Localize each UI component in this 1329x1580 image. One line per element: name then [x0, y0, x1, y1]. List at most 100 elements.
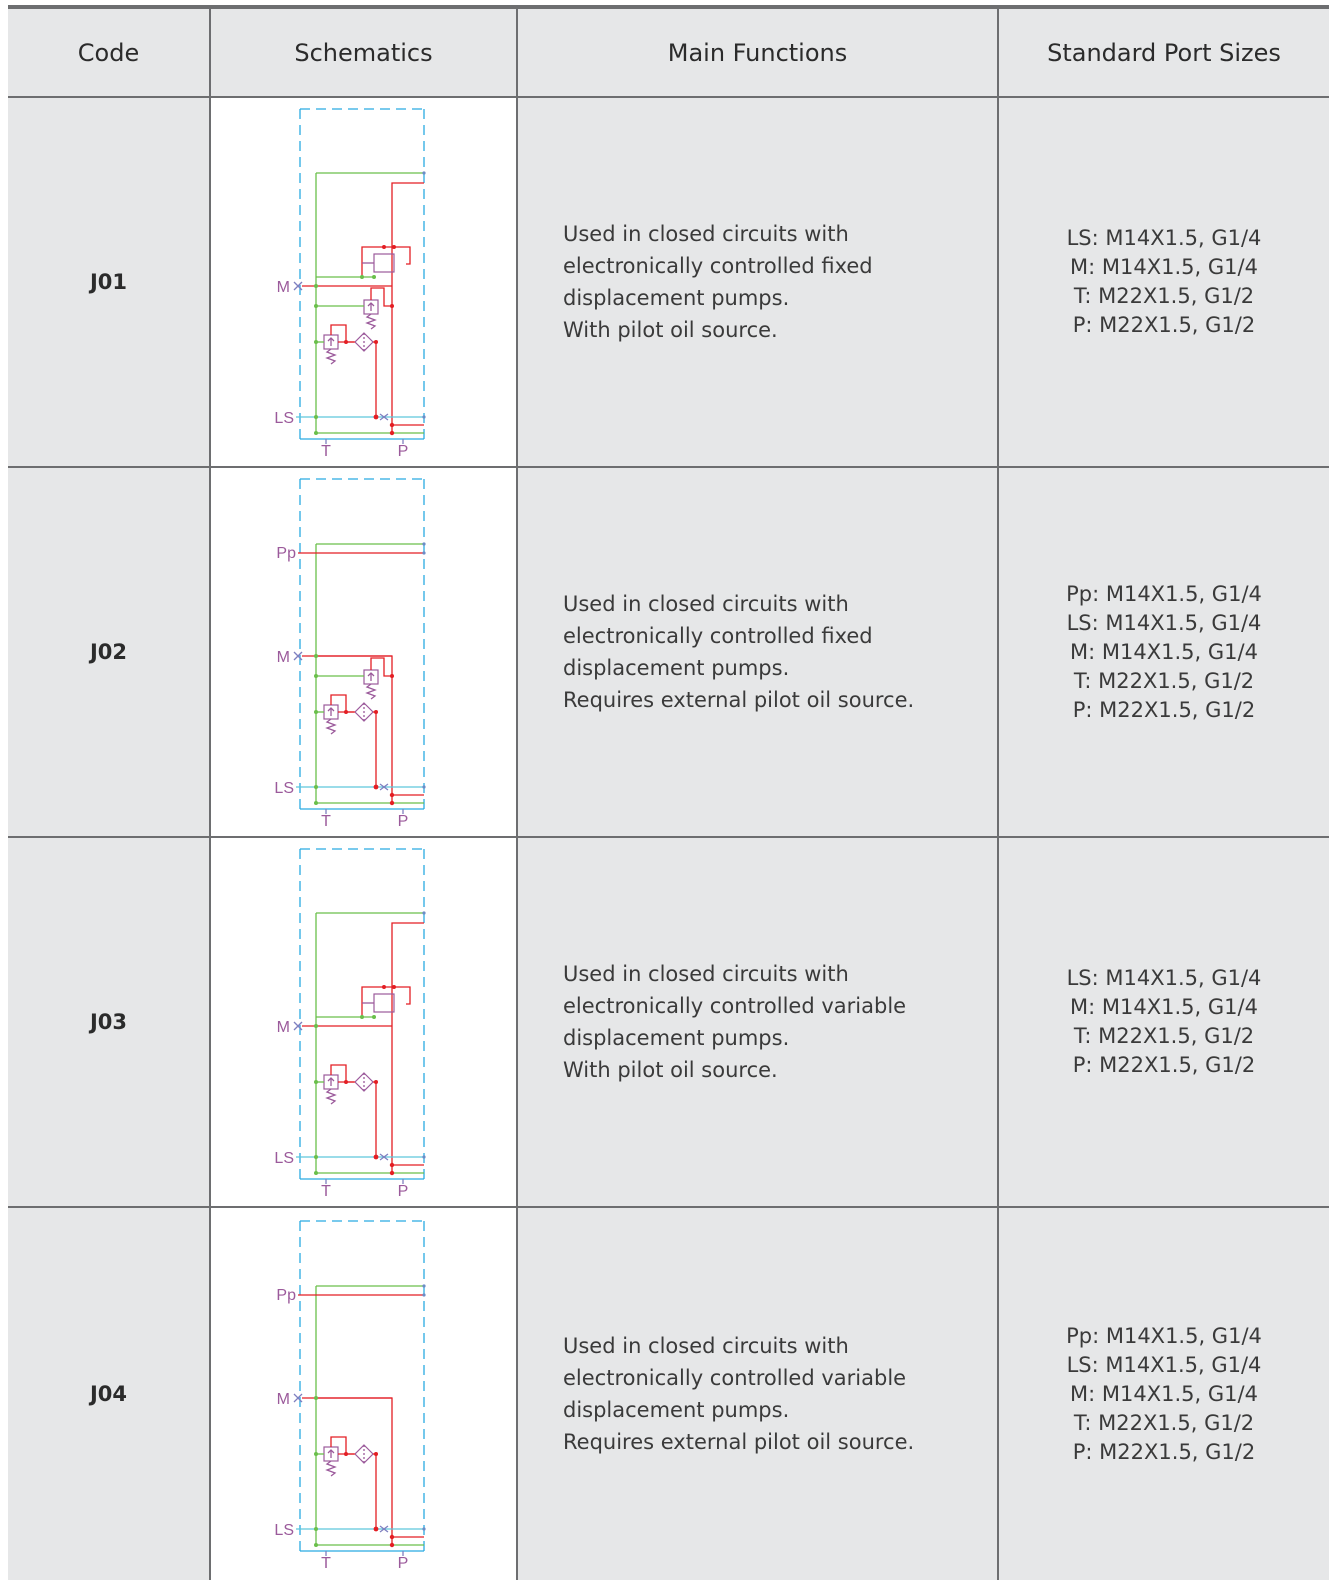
port-mark: [293, 1021, 302, 1031]
port-size-item: P: M22X1.5, G1/2: [1072, 313, 1256, 337]
orifice-icon: [382, 413, 388, 421]
orifice-icon: [382, 783, 388, 791]
hydraulic-schematic-icon: Pp M LS T P: [274, 478, 426, 830]
port-label-t: T: [321, 1555, 331, 1572]
spring-icon: [364, 313, 377, 330]
junction-dot: [421, 911, 426, 915]
function-line: electronically controlled variable: [563, 1366, 907, 1390]
port-size-item: Pp: M14X1.5, G1/4: [1066, 581, 1262, 606]
port-size-item: M: M14X1.5, G1/4: [1070, 255, 1258, 279]
pressure-line: [315, 655, 393, 804]
junction-dot: [389, 1534, 394, 1540]
junction-dot: [313, 340, 318, 344]
junction-dot: [389, 800, 394, 806]
junction-dot: [373, 340, 378, 344]
port-size-item: P: M22X1.5, G1/2: [1072, 1439, 1256, 1464]
spring-icon: [324, 348, 337, 365]
pressure-line: [390, 182, 424, 434]
port-size-item: P: M22X1.5, G1/2: [1072, 1053, 1256, 1077]
port-label-t: T: [321, 813, 331, 830]
port-label-t: T: [321, 443, 331, 460]
header-main-functions: Main Functions: [517, 5, 999, 98]
port-label-m: M: [276, 1019, 289, 1036]
valve-feed-line: [360, 246, 411, 276]
port-label-pp: Pp: [276, 1287, 296, 1304]
junction-dot: [389, 1542, 394, 1548]
proportional-valve-icon: [372, 253, 395, 273]
junction-dot: [313, 1452, 318, 1456]
spring-icon: [324, 718, 337, 735]
junction-dot: [421, 542, 426, 546]
function-text: Used in closed circuits with electronical…: [563, 958, 997, 1086]
junction-dot: [389, 422, 394, 428]
spring-icon: [364, 683, 377, 700]
main-functions-cell: Used in closed circuits with electronical…: [517, 837, 999, 1208]
spring-icon: [324, 1460, 337, 1477]
port-label-ls: LS: [274, 1522, 294, 1539]
function-text: Used in closed circuits with electronical…: [563, 218, 997, 346]
junction-dot: [373, 1154, 378, 1160]
spec-table: Code Schematics Main Functions Standard …: [8, 5, 1329, 1580]
port-label-ls: LS: [274, 1150, 294, 1167]
schematic-cell: Pp M LS T P: [210, 467, 518, 838]
junction-dot: [373, 784, 378, 790]
code-cell: J03: [8, 837, 211, 1208]
junction-dot: [421, 785, 426, 789]
code-cell: J04: [8, 1207, 211, 1580]
function-line: Used in closed circuits with: [563, 222, 849, 246]
port-mark: [293, 651, 302, 661]
function-line: Used in closed circuits with: [563, 1334, 849, 1358]
junction-dot: [313, 1543, 318, 1547]
table-row: J04 Pp M LS T P Used in closed circuits with el…: [8, 1207, 1329, 1580]
reducer-pilot: [329, 1436, 354, 1455]
junction-dot: [313, 1080, 318, 1084]
junction-dot: [389, 674, 394, 678]
junction-dot: [313, 1396, 318, 1400]
junction-dot: [359, 1015, 364, 1019]
port-label-p: P: [397, 1183, 408, 1200]
valve-feed-line: [360, 986, 411, 1016]
header-port-sizes: Standard Port Sizes: [998, 5, 1329, 98]
port-sizes-cell: LS: M14X1.5, G1/4 M: M14X1.5, G1/4 T: M22X…: [998, 97, 1329, 468]
proportional-valve-icon: [372, 993, 395, 1013]
port-sizes-cell: Pp: M14X1.5, G1/4 LS: M14X1.5, G1/4 M: M14…: [998, 467, 1329, 838]
junction-dot: [313, 415, 318, 419]
junction-dot: [313, 1155, 318, 1159]
junction-dot: [371, 1015, 376, 1019]
header-row: Code Schematics Main Functions Standard …: [8, 5, 1329, 98]
port-size-list: Pp: M14X1.5, G1/4 LS: M14X1.5, G1/4 M: M14…: [999, 1322, 1329, 1467]
orifice-icon: [382, 1153, 388, 1161]
junction-dot: [343, 710, 348, 714]
hydraulic-schematic-icon: M LS T P: [274, 848, 426, 1200]
junction-dot: [381, 245, 386, 249]
valve-arrowhead: [327, 1449, 334, 1454]
function-line: electronically controlled fixed: [563, 624, 873, 648]
junction-dot: [343, 1452, 348, 1456]
junction-dot: [373, 710, 378, 714]
port-label-m: M: [276, 649, 289, 666]
junction-dot: [389, 1170, 394, 1176]
port-size-item: T: M22X1.5, G1/2: [1073, 668, 1255, 693]
port-label-ls: LS: [274, 410, 294, 427]
junction-dot: [373, 1452, 378, 1456]
port-label-p: P: [397, 443, 408, 460]
function-line: Used in closed circuits with: [563, 592, 849, 616]
main-functions-cell: Used in closed circuits with electronical…: [517, 1207, 999, 1580]
spring-icon: [324, 1088, 337, 1105]
junction-dot: [313, 654, 318, 658]
table-row: J03 M LS T P Used in closed circuits with elec…: [8, 837, 1329, 1208]
header-schematics: Schematics: [210, 5, 518, 98]
port-sizes-cell: Pp: M14X1.5, G1/4 LS: M14X1.5, G1/4 M: M14…: [998, 1207, 1329, 1580]
function-line: displacement pumps.: [563, 656, 790, 680]
port-size-item: T: M22X1.5, G1/2: [1073, 284, 1255, 308]
function-line: displacement pumps.: [563, 286, 790, 310]
port-size-list: Pp: M14X1.5, G1/4 LS: M14X1.5, G1/4 M: M14…: [999, 580, 1329, 725]
schematic-cell: M LS T P: [210, 97, 518, 468]
port-label-pp: Pp: [276, 545, 296, 562]
junction-dot: [373, 414, 378, 420]
junction-dot: [421, 1527, 426, 1531]
port-mark: [293, 281, 302, 291]
junction-dot: [373, 1526, 378, 1532]
reducer-pilot: [329, 694, 354, 713]
port-label-m: M: [276, 1391, 289, 1408]
